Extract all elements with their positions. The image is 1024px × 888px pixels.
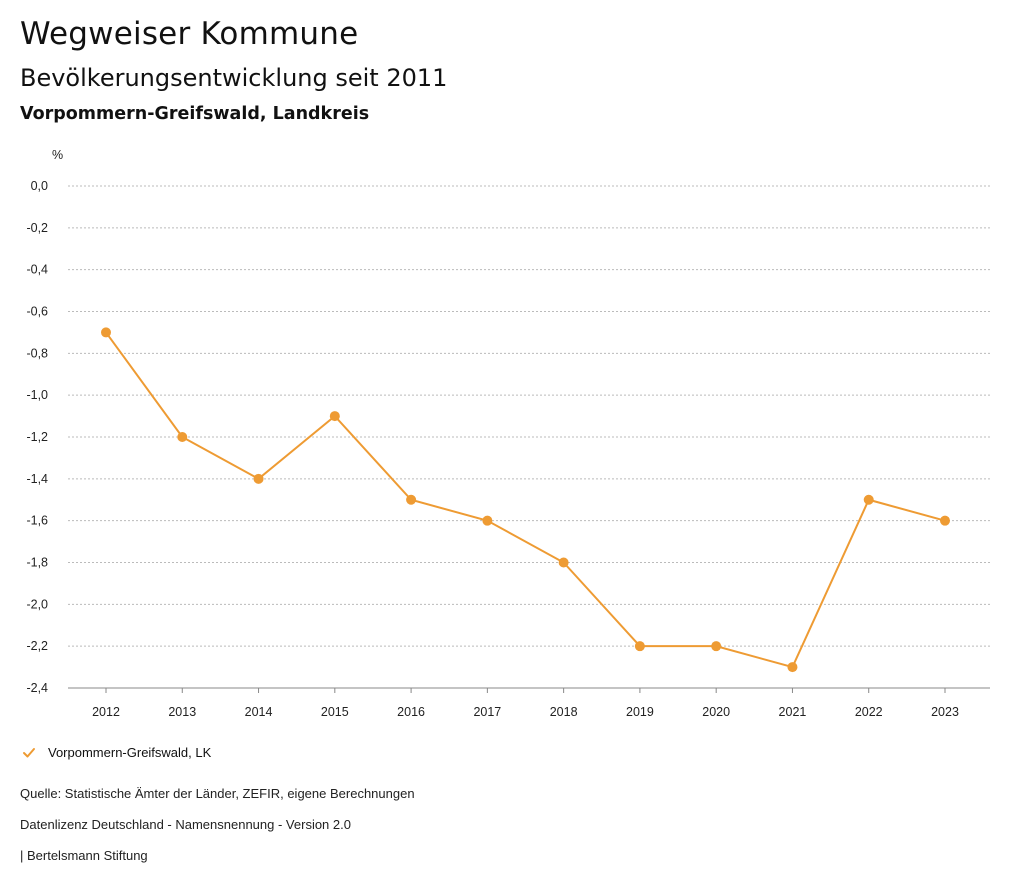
data-point [711,641,722,652]
y-tick-label: -1,6 [26,514,48,528]
y-tick-label: -2,4 [26,681,48,695]
y-tick-label: -1,2 [26,430,48,444]
series-line [105,331,946,669]
publisher-note: | Bertelsmann Stiftung [20,848,148,863]
y-tick-label: -0,6 [26,305,48,319]
data-point [634,641,645,652]
region-name: Vorpommern-Greifswald, Landkreis [20,104,370,124]
chart-legend[interactable]: Vorpommern-Greifswald, LK [22,745,211,760]
license-note: Datenlizenz Deutschland - Namensnennung … [20,817,351,832]
x-tick-label: 2016 [397,705,425,719]
data-point [101,327,111,338]
x-tick-label: 2023 [931,705,959,719]
x-tick-label: 2020 [702,705,730,719]
y-tick-label: -0,4 [26,263,48,277]
x-tick-label: 2018 [550,705,578,719]
x-tick-label: 2013 [168,705,196,719]
x-tick-label: 2014 [245,705,273,719]
x-tick-label: 2012 [92,705,120,719]
x-tick-label: 2015 [321,705,349,719]
data-point [253,473,264,484]
legend-label: Vorpommern-Greifswald, LK [48,745,212,760]
y-tick-label: -1,4 [26,472,48,486]
data-point [482,515,493,526]
y-tick-label: -0,2 [26,221,48,235]
y-tick-label: -0,8 [26,346,48,360]
data-point [863,494,874,505]
line-chart: % 0,0 -0,2 -0,4 -0,6 -0,8 -1,0 -1,2 -1,4 -1,6 -1,8… [26,148,990,719]
y-tick-label: 0,0 [31,179,48,193]
data-point [940,515,950,526]
data-point [406,494,417,505]
data-point [329,411,340,422]
check-icon [23,747,35,757]
y-tick-label: -1,0 [26,388,48,402]
y-tick-label: -2,2 [26,639,48,653]
y-tick-label: -2,0 [26,597,48,611]
source-note: Quelle: Statistische Ämter der Länder, Z… [20,786,415,801]
y-axis-unit-label: % [52,148,63,162]
data-point [787,662,798,673]
page-title: Wegweiser Kommune [20,16,359,52]
x-tick-label: 2017 [473,705,501,719]
data-point [177,432,188,442]
y-tick-label: -1,8 [26,556,48,570]
chart-subtitle: Bevölkerungsentwicklung seit 2011 [20,64,448,92]
x-tick-label: 2022 [855,705,883,719]
x-tick-label: 2021 [779,705,807,719]
x-tick-label: 2019 [626,705,654,719]
data-point [558,557,569,568]
